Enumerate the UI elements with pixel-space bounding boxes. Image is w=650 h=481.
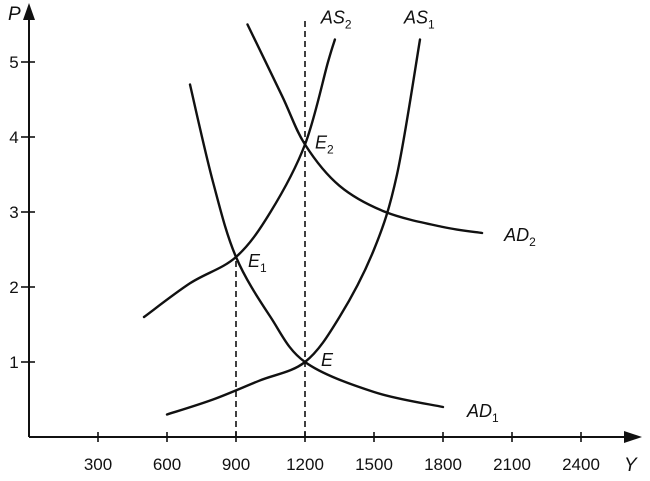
ad1-label: AD1 — [466, 401, 499, 425]
x-tick-label: 600 — [153, 455, 181, 474]
y-tick-label: 5 — [9, 53, 18, 72]
as2-curve — [142, 38, 337, 319]
x-tick-label: 1200 — [286, 455, 324, 474]
as1-curve — [165, 38, 422, 416]
x-axis-label: Y — [624, 455, 638, 476]
y-axis-arrow — [23, 3, 35, 20]
x-tick-label: 900 — [222, 455, 250, 474]
point-e1-label: E1 — [248, 251, 267, 275]
x-tick-label: 1500 — [355, 455, 393, 474]
as1-label: AS1 — [403, 8, 435, 32]
labels-group: AS1 AS2 AD1 AD2 E E1 E2 — [248, 8, 536, 426]
ad2-label: AD2 — [503, 225, 536, 249]
y-tick-label: 1 — [9, 353, 18, 372]
point-e-label: E — [321, 350, 334, 370]
ad1-curve — [188, 83, 445, 409]
y-axis-label: P — [8, 4, 21, 25]
curves-group — [142, 23, 484, 416]
x-axis-arrow — [624, 431, 642, 443]
x-tick-label: 2100 — [493, 455, 531, 474]
axes-group: P Y — [8, 3, 642, 476]
y-tick-label: 4 — [9, 128, 18, 147]
x-tick-label: 300 — [84, 455, 112, 474]
ad2-curve — [246, 23, 484, 235]
guides-group — [235, 17, 306, 437]
y-tick-label: 2 — [9, 278, 18, 297]
y-tick-label: 3 — [9, 203, 18, 222]
as2-label: AS2 — [320, 8, 352, 32]
ticks-group: 300 600 900 1200 1500 1800 2100 2400 1 2 3 4 5 — [9, 53, 600, 474]
x-tick-label: 2400 — [562, 455, 600, 474]
x-tick-label: 1800 — [424, 455, 462, 474]
point-e2-label: E2 — [315, 133, 334, 157]
